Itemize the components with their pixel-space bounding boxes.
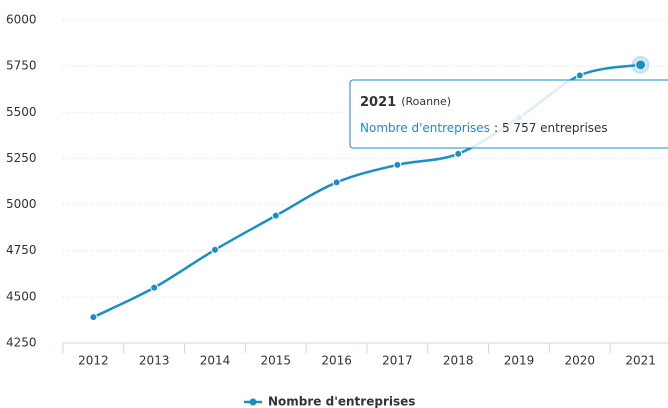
tooltip-category: 2021 xyxy=(360,95,396,110)
tooltip-context: (Roanne) xyxy=(401,95,451,108)
y-tick-label: 4500 xyxy=(6,289,37,303)
x-tick-label: 2019 xyxy=(504,354,535,368)
legend-marker xyxy=(249,398,257,406)
x-tick-label: 2013 xyxy=(139,354,170,368)
data-point xyxy=(393,160,402,169)
y-tick-label: 4250 xyxy=(6,336,37,350)
data-point xyxy=(211,245,219,254)
y-tick-label: 4750 xyxy=(6,243,37,257)
data-point xyxy=(150,283,159,292)
x-tick-label: 2021 xyxy=(625,354,656,368)
x-tick-label: 2017 xyxy=(382,354,413,368)
data-point xyxy=(575,71,584,80)
data-point xyxy=(454,149,463,158)
data-point xyxy=(89,313,98,322)
tooltip-value: 5 757 entreprises xyxy=(502,121,608,135)
data-point xyxy=(635,59,647,71)
legend-label: Nombre d'entreprises xyxy=(268,395,415,408)
x-tick-label: 2015 xyxy=(261,354,292,368)
legend[interactable]: Nombre d'entreprises xyxy=(244,395,415,408)
data-point xyxy=(332,178,341,187)
y-tick-label: 5750 xyxy=(6,59,37,73)
y-tick-label: 5500 xyxy=(6,105,37,119)
tooltip-body: Nombre d'entreprises:5 757 entreprises xyxy=(360,121,608,135)
x-tick-label: 2018 xyxy=(443,354,474,368)
x-tick-label: 2012 xyxy=(78,354,109,368)
tooltip-title: 2021 (Roanne) xyxy=(360,95,451,110)
tooltip-separator: : xyxy=(494,121,498,135)
tooltip: 2021 (Roanne) Nombre d'entreprises:5 757 e… xyxy=(349,79,668,149)
y-tick-label: 5250 xyxy=(6,151,37,165)
x-tick-label: 2014 xyxy=(200,354,231,368)
tooltip-series: Nombre d'entreprises xyxy=(360,121,490,135)
y-tick-label: 6000 xyxy=(6,13,37,27)
y-tick-label: 5000 xyxy=(6,197,37,211)
x-tick-label: 2020 xyxy=(565,354,596,368)
tooltip-box xyxy=(349,79,668,149)
x-tick-label: 2016 xyxy=(321,354,352,368)
data-point xyxy=(271,211,280,220)
